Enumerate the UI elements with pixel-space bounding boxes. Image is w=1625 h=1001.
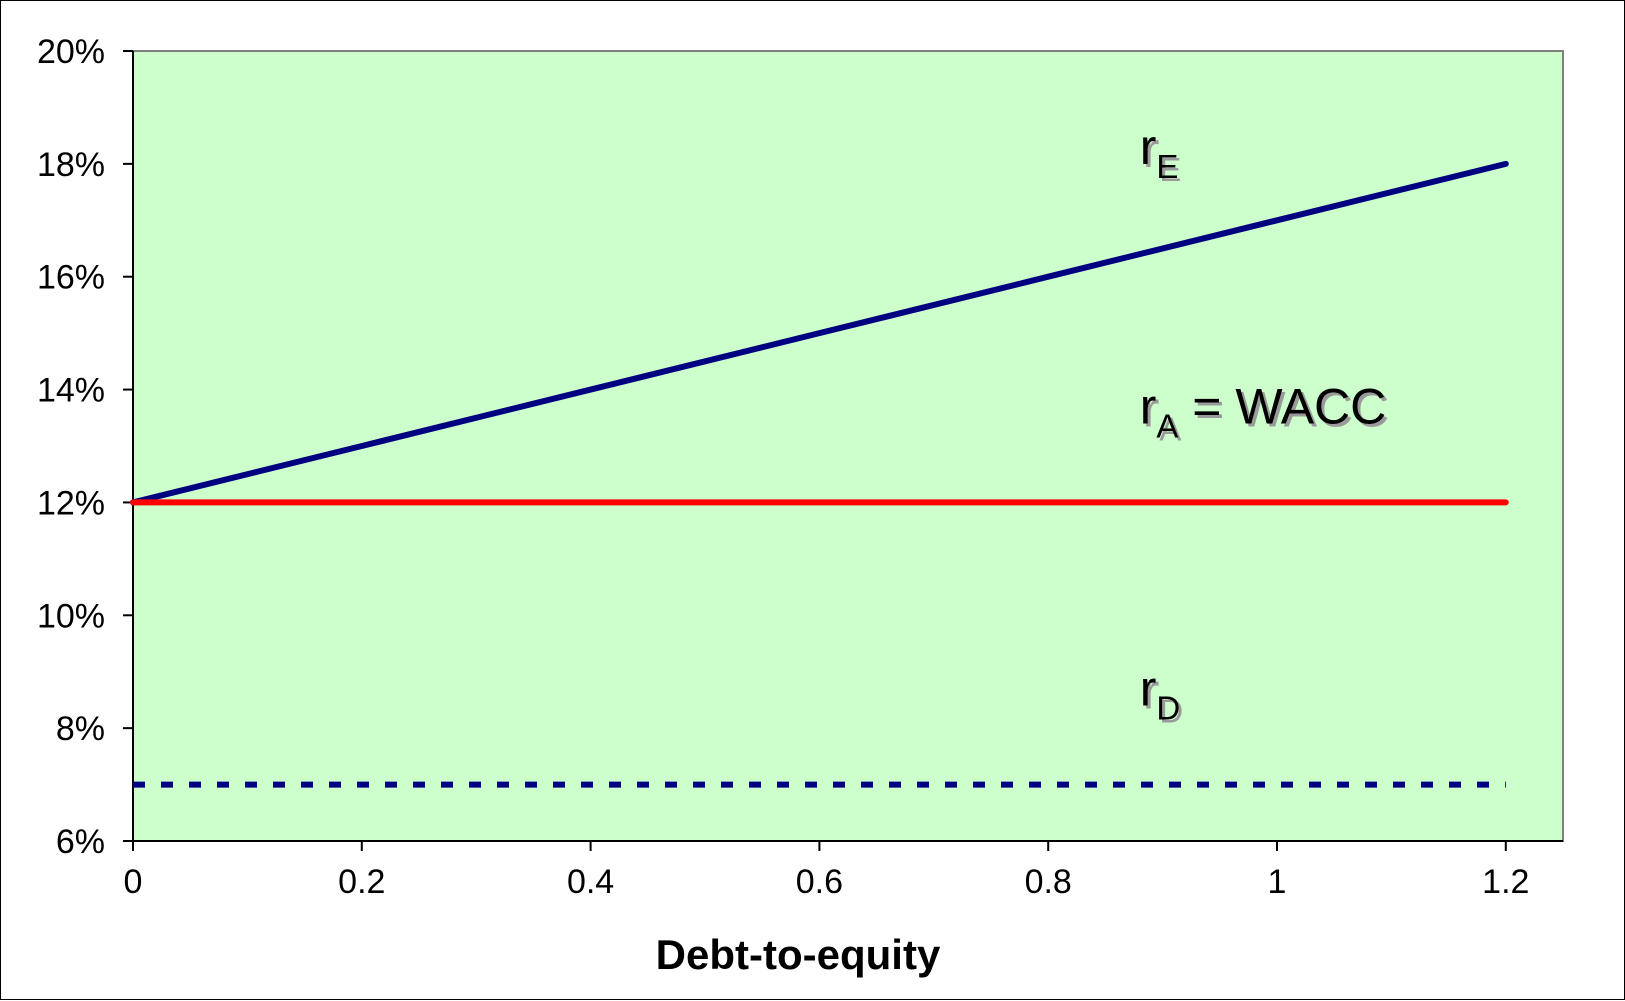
plot-area (132, 50, 1564, 842)
x-tick-label: 0 (124, 863, 143, 901)
x-tick-label: 0.2 (338, 863, 385, 901)
y-axis: 6% 8% 10% 12% 14% 16% 18% 20% (37, 33, 134, 861)
y-tick-label: 6% (56, 823, 105, 861)
x-tick-label: 1.2 (1482, 863, 1529, 901)
x-axis: 0 0.2 0.4 0.6 0.8 1 1.2 (124, 840, 1563, 901)
y-tick-label: 10% (37, 597, 105, 635)
y-tick-label: 16% (37, 259, 105, 297)
x-axis-title: Debt-to-equity (656, 931, 941, 978)
series-layer (130, 160, 1509, 788)
x-tick-label: 1 (1268, 863, 1287, 901)
x-tick-label: 0.6 (796, 863, 843, 901)
series-label-shadow: rE (1143, 122, 1182, 188)
series-label-shadow: rD (1143, 664, 1184, 730)
y-tick-label: 12% (37, 484, 105, 522)
series-label-2: rD (1140, 661, 1181, 727)
y-tick-label: 14% (37, 372, 105, 410)
series-label-0: rE (1140, 119, 1179, 185)
series-label-1: rA = WACC (1140, 378, 1387, 444)
series-label-shadow: rA = WACC (1143, 381, 1390, 447)
x-tick-label: 0.4 (567, 863, 614, 901)
y-tick-label: 8% (56, 710, 105, 748)
x-tick-label: 0.8 (1025, 863, 1072, 901)
y-tick-label: 18% (37, 146, 105, 184)
series-line-0 (130, 160, 1509, 506)
y-tick-label: 20% (37, 33, 105, 71)
